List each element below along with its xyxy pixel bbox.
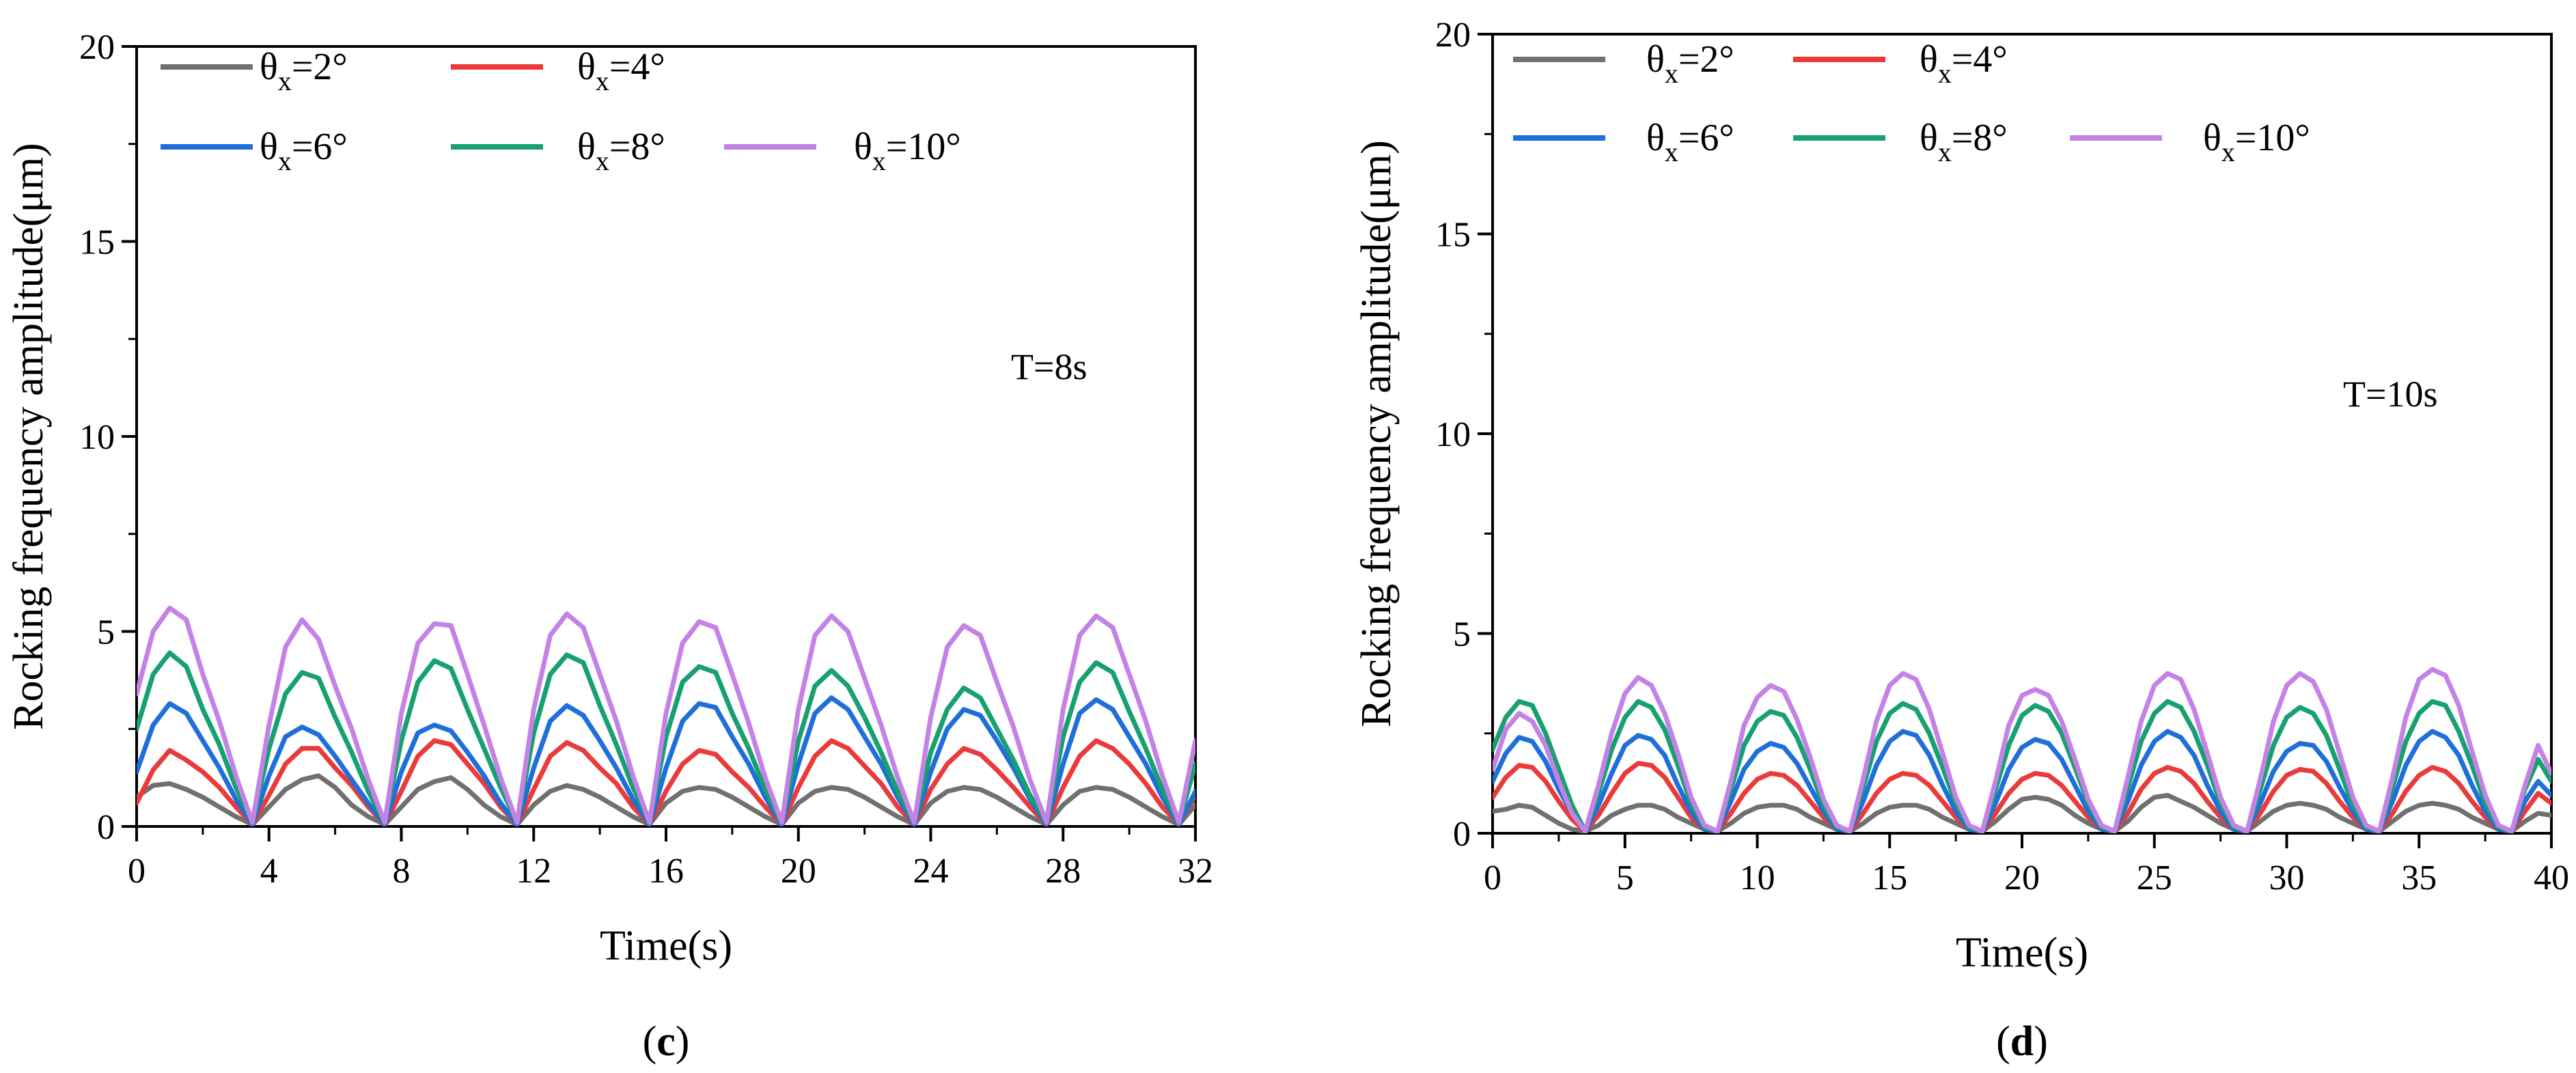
legend-label: θx=10° bbox=[2203, 117, 2310, 167]
x-tick-label: 4 bbox=[260, 852, 278, 891]
legend-label: θx=2° bbox=[1646, 38, 1734, 89]
legend-item-theta8: θx=8° bbox=[451, 126, 665, 176]
y-tick-label: 5 bbox=[97, 613, 115, 652]
legend-item-theta6: θx=6° bbox=[1513, 117, 1734, 167]
legend-item-theta6: θx=6° bbox=[161, 126, 348, 176]
legend: θx=2° θx=4° θx=6° θx=8° θx=10° bbox=[161, 46, 961, 176]
legend-item-theta10: θx=10° bbox=[724, 126, 961, 176]
legend-label: θx=6° bbox=[1646, 117, 1734, 167]
x-tick-label: 40 bbox=[2534, 859, 2569, 897]
x-tick-label: 32 bbox=[1178, 852, 1213, 891]
y-axis-title: Rocking frequency amplitude(μm) bbox=[5, 143, 52, 730]
legend-label: θx=2° bbox=[260, 46, 348, 96]
x-tick-label: 20 bbox=[781, 852, 816, 891]
x-tick-label: 35 bbox=[2401, 859, 2437, 897]
legend-item-theta10: θx=10° bbox=[2070, 117, 2310, 167]
series-line-theta2 bbox=[137, 773, 1195, 826]
x-axis-title: Time(s) bbox=[1956, 930, 2088, 976]
legend-item-theta2: θx=2° bbox=[161, 46, 348, 96]
legend-label: θx=4° bbox=[1920, 38, 2008, 89]
x-tick-label: 15 bbox=[1872, 859, 1907, 897]
legend-label: θx=10° bbox=[854, 126, 961, 176]
legend-item-theta4: θx=4° bbox=[451, 46, 665, 96]
y-tick-label: 15 bbox=[79, 223, 115, 262]
series-line-theta6 bbox=[137, 695, 1195, 826]
x-tick-label: 0 bbox=[128, 852, 146, 891]
y-axis-title: Rocking frequency amplitude(μm) bbox=[1353, 140, 1400, 727]
legend-item-theta8: θx=8° bbox=[1793, 117, 2008, 167]
legend-label: θx=8° bbox=[577, 126, 665, 176]
y-tick-label: 20 bbox=[79, 28, 115, 67]
x-axis-title: Time(s) bbox=[600, 923, 732, 969]
x-tick-label: 8 bbox=[393, 852, 411, 891]
y-tick-label: 15 bbox=[1435, 216, 1471, 255]
x-tick-label: 5 bbox=[1616, 859, 1634, 897]
panel-label: (c) bbox=[643, 1018, 690, 1065]
x-tick-label: 16 bbox=[648, 852, 684, 891]
y-tick-label: 5 bbox=[1453, 615, 1471, 654]
series-line-theta10 bbox=[137, 605, 1195, 825]
legend-label: θx=8° bbox=[1920, 117, 2008, 167]
period-annotation: T=8s bbox=[1011, 346, 1087, 387]
x-tick-label: 25 bbox=[2137, 859, 2172, 897]
legend-label: θx=4° bbox=[577, 46, 665, 96]
legend: θx=2° θx=4° θx=6° θx=8° θx=10° bbox=[1513, 38, 2310, 167]
x-tick-label: 28 bbox=[1045, 852, 1081, 891]
x-tick-label: 0 bbox=[1484, 859, 1501, 897]
series-line-theta4 bbox=[137, 738, 1195, 826]
legend-label: θx=6° bbox=[260, 126, 348, 176]
x-tick-label: 20 bbox=[2004, 859, 2040, 897]
period-annotation: T=10s bbox=[2343, 374, 2437, 415]
y-tick-label: 0 bbox=[1453, 815, 1471, 854]
legend-item-theta4: θx=4° bbox=[1793, 38, 2008, 89]
legend-item-theta2: θx=2° bbox=[1513, 38, 1734, 89]
y-tick-label: 10 bbox=[79, 418, 115, 457]
x-tick-label: 12 bbox=[516, 852, 551, 891]
x-tick-label: 10 bbox=[1740, 859, 1775, 897]
y-tick-label: 20 bbox=[1435, 16, 1471, 55]
series-line-theta10 bbox=[1493, 667, 2551, 833]
y-tick-label: 0 bbox=[97, 808, 115, 847]
panel-label: (d) bbox=[1996, 1018, 2048, 1065]
x-tick-label: 24 bbox=[913, 852, 949, 891]
x-tick-label: 30 bbox=[2269, 859, 2305, 897]
y-tick-label: 10 bbox=[1435, 415, 1471, 454]
series-line-theta8 bbox=[137, 650, 1195, 825]
